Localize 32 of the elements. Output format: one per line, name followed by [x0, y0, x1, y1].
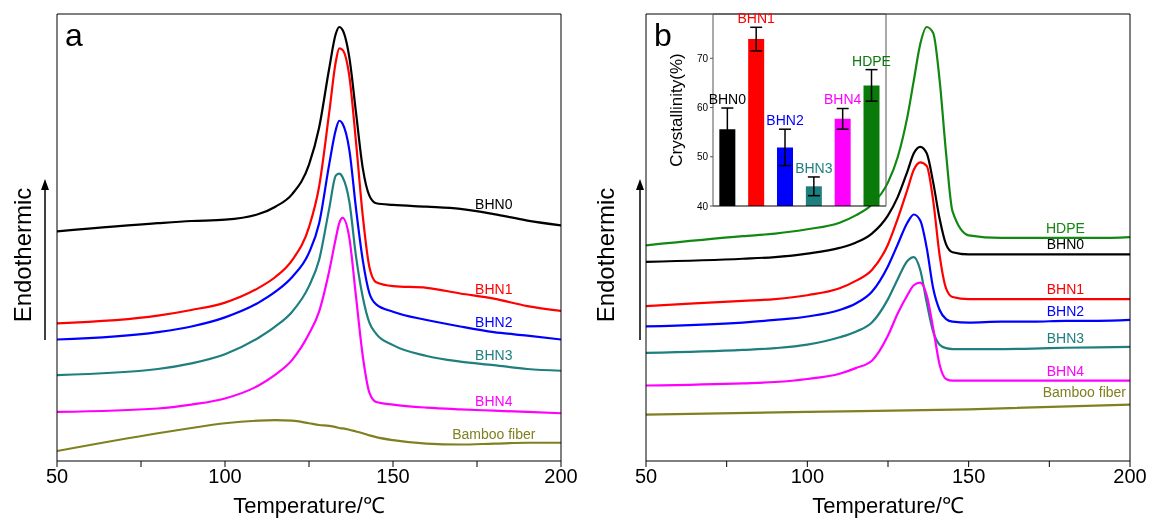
x-tick-label: 200 [544, 465, 578, 488]
series-label: BHN3 [1046, 329, 1085, 346]
x-axis-title: Temperature/℃ [233, 493, 385, 518]
x-axis-title: Temperature/℃ [812, 493, 964, 518]
series-label: BHN3 [475, 347, 513, 364]
chart-title: b [654, 17, 672, 53]
series-label: Bamboo fiber [452, 425, 536, 442]
x-tick-label: 200 [1113, 465, 1147, 488]
series-label: BHN0 [1046, 236, 1085, 253]
series-label: BHN4 [1046, 362, 1085, 379]
x-tick-label: 150 [951, 465, 986, 488]
series-label: HDPE [1046, 219, 1085, 236]
series-label: BHN1 [1046, 281, 1085, 298]
series-label: Bamboo fiber [1042, 383, 1127, 400]
x-tick-label: 50 [634, 465, 658, 488]
y-tick-label: 60 [696, 102, 709, 114]
series-label: BHN2 [475, 314, 513, 331]
x-tick-label: 50 [45, 465, 69, 488]
y-tick-label: 70 [696, 52, 709, 64]
y-tick-label: 50 [696, 151, 709, 163]
series-label: BHN0 [475, 196, 513, 213]
y-axis-title: Crystallinity(%) [667, 53, 687, 167]
y-axis-title: Endothermic [8, 187, 36, 323]
series-label: BHN2 [1046, 302, 1085, 319]
x-tick-label: 100 [790, 465, 825, 488]
series-label: BHN1 [475, 280, 513, 297]
x-tick-label: 150 [376, 465, 410, 488]
x-tick-label: 100 [208, 465, 242, 488]
y-axis-title: Endothermic [591, 187, 619, 323]
chart-title: a [65, 17, 83, 53]
y-tick-label: 40 [696, 200, 709, 212]
series-label: BHN4 [475, 392, 513, 409]
